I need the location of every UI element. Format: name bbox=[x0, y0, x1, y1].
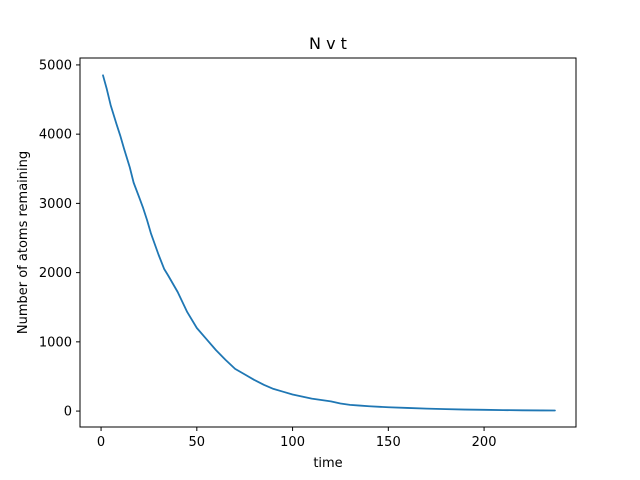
series-layer bbox=[102, 74, 556, 412]
chart-title: N v t bbox=[309, 34, 347, 53]
y-axis: 0 1000 2000 3000 4000 5000 bbox=[39, 58, 80, 420]
x-tick-label: 0 bbox=[97, 435, 105, 450]
series-line bbox=[102, 74, 556, 412]
x-axis: 0 50 100 150 200 bbox=[97, 427, 497, 450]
x-tick-label: 150 bbox=[376, 435, 401, 450]
plot-frame bbox=[79, 57, 577, 428]
y-tick-label: 3000 bbox=[39, 197, 72, 212]
x-tick-label: 200 bbox=[472, 435, 497, 450]
y-tick-label: 2000 bbox=[39, 266, 72, 281]
y-tick-label: 5000 bbox=[39, 58, 72, 73]
x-tick-label: 100 bbox=[280, 435, 305, 450]
y-tick-label: 4000 bbox=[39, 128, 72, 143]
x-axis-title: time bbox=[313, 456, 342, 471]
y-axis-title: Number of atoms remaining bbox=[16, 151, 31, 334]
y-tick-label: 0 bbox=[64, 405, 72, 420]
y-tick-label: 1000 bbox=[39, 335, 72, 350]
x-tick-label: 50 bbox=[189, 435, 206, 450]
